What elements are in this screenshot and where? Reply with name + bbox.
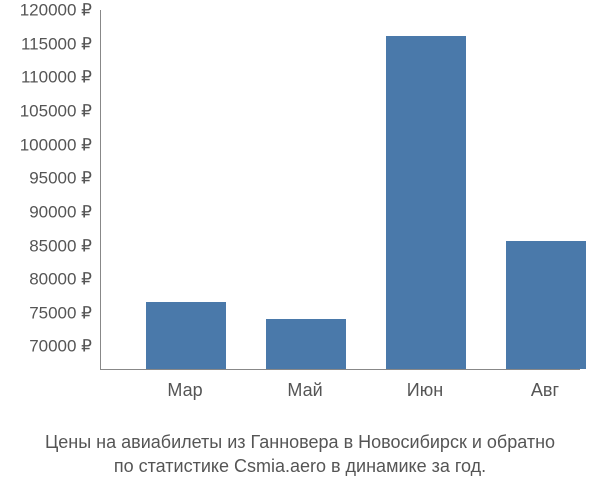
y-tick-label: 90000 ₽ (29, 203, 92, 220)
bar (386, 36, 466, 369)
y-tick-label: 100000 ₽ (20, 136, 92, 153)
y-tick-label: 95000 ₽ (29, 170, 92, 187)
y-tick-label: 105000 ₽ (20, 102, 92, 119)
x-tick-label: Авг (531, 380, 559, 401)
plot-area (100, 10, 580, 370)
y-tick-label: 70000 ₽ (29, 338, 92, 355)
y-axis: 70000 ₽ 75000 ₽ 80000 ₽ 85000 ₽ 90000 ₽ 95000… (0, 10, 100, 370)
chart-caption-line2: по статистике Csmia.aero в динамике за г… (0, 454, 600, 478)
price-bar-chart: 70000 ₽ 75000 ₽ 80000 ₽ 85000 ₽ 90000 ₽ 95000… (0, 0, 600, 500)
chart-caption-line1: Цены на авиабилеты из Ганновера в Новоси… (0, 430, 600, 454)
bar (146, 302, 226, 369)
bar (266, 319, 346, 369)
y-tick-label: 80000 ₽ (29, 271, 92, 288)
bar (506, 241, 586, 369)
x-tick-label: Июн (407, 380, 443, 401)
y-tick-label: 85000 ₽ (29, 237, 92, 254)
y-tick-label: 110000 ₽ (21, 69, 92, 86)
y-tick-label: 115000 ₽ (21, 35, 92, 52)
y-tick-label: 75000 ₽ (29, 304, 92, 321)
y-tick-label: 120000 ₽ (20, 2, 92, 19)
x-axis: Мар Май Июн Авг (100, 380, 580, 410)
x-tick-label: Мар (167, 380, 202, 401)
x-tick-label: Май (287, 380, 322, 401)
